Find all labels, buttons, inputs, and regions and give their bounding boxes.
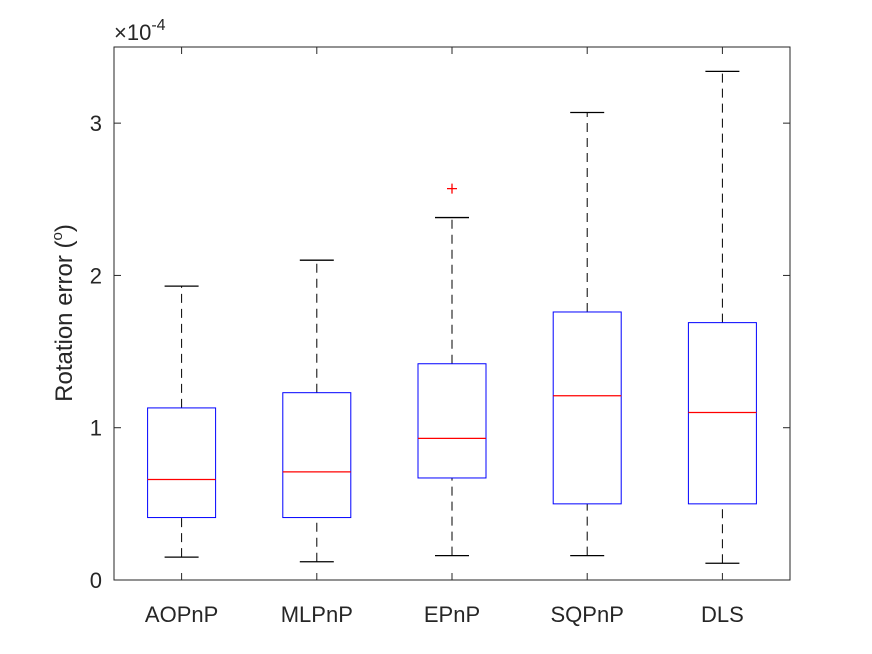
outlier-marker	[447, 183, 457, 194]
y-tick-label: 1	[90, 416, 102, 441]
x-tick-label: DLS	[701, 602, 744, 627]
box-series	[147, 70, 757, 564]
iqr-box	[552, 311, 622, 505]
x-tick-label: AOPnP	[145, 602, 218, 627]
y-tick-label: 0	[90, 568, 102, 593]
exponent-power: -4	[151, 17, 165, 34]
box-mlpnp	[282, 259, 352, 563]
exponent-base: ×10	[114, 20, 151, 45]
y-tick-label: 3	[90, 111, 102, 136]
y-axis-label-main: Rotation error (	[51, 240, 78, 401]
x-tick-label: SQPnP	[551, 602, 624, 627]
box-dls	[687, 70, 757, 564]
iqr-box	[687, 322, 757, 505]
y-axis-ticks: 0 1 2 3	[90, 111, 790, 593]
y-axis-label-tail: )	[51, 224, 78, 232]
iqr-box	[417, 363, 487, 479]
x-tick-label: MLPnP	[281, 602, 353, 627]
y-axis-label: Rotation error (o)	[49, 224, 78, 402]
box-aopnp	[147, 285, 217, 558]
y-axis-label-superscript: o	[49, 232, 66, 240]
x-axis-ticks: AOPnP MLPnP EPnP SQPnP DLS	[145, 47, 744, 627]
iqr-box	[282, 392, 352, 519]
box-epnp	[417, 183, 487, 557]
x-tick-label: EPnP	[424, 602, 480, 627]
iqr-box	[147, 407, 217, 519]
y-axis-exponent: ×10-4	[114, 17, 166, 45]
y-tick-label: 2	[90, 263, 102, 288]
box-sqpnp	[552, 111, 622, 557]
